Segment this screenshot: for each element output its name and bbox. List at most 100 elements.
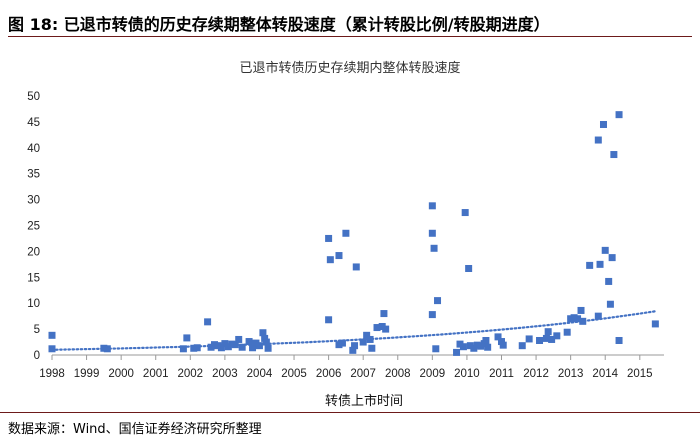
y-tick-label: 20 [27,246,40,258]
data-point [574,315,582,323]
data-point [368,344,376,352]
data-point [586,261,594,269]
y-tick-label: 45 [27,117,40,129]
x-tick-label: 2015 [627,368,653,380]
data-point [544,328,552,336]
data-point [349,346,357,354]
y-tick-label: 5 [34,324,40,336]
data-point [179,345,187,353]
data-point [380,310,388,318]
data-point [430,244,438,252]
x-tick-label: 1998 [39,368,65,380]
data-point [494,333,502,341]
x-axis-tick-labels: 1998 1999 2000 2001 2002 2003 2004 2005 2006 2007… [39,368,652,380]
y-tick-label: 0 [34,350,40,362]
data-point [615,111,623,119]
source-note: 数据来源：Wind、国信证券经济研究所整理 [8,422,262,437]
data-point [497,338,505,346]
data-point [434,297,442,305]
data-point [249,344,257,352]
data-point [342,229,350,237]
x-tick-label: 2012 [523,368,549,380]
figure-heading: 图 18: 已退市转债的历史存续期整体转股速度（累计转股比例/转股期进度） [8,6,692,37]
data-point [217,344,225,352]
data-point [235,335,243,343]
data-point [325,316,333,324]
data-point [335,252,343,260]
data-point [48,331,56,339]
data-point [428,229,436,237]
data-point [608,254,616,262]
y-tick-label: 10 [27,298,40,310]
data-point [594,136,602,144]
data-point [264,344,272,352]
y-tick-label: 40 [27,143,40,155]
data-point [459,343,467,351]
x-tick-label: 2011 [489,368,514,380]
figure-heading-text: 图 18: 已退市转债的历史存续期整体转股速度（累计转股比例/转股期进度） [8,15,550,34]
data-point [579,317,587,325]
data-point [518,342,526,350]
data-point [262,338,270,346]
data-point [610,151,618,159]
x-tick-label: 2001 [143,368,169,380]
y-tick-label: 50 [27,91,40,103]
data-point [48,345,56,353]
x-tick-label: 2004 [247,368,273,380]
data-point [577,306,585,314]
data-point [373,324,381,332]
data-point [231,341,239,349]
trendline [50,309,659,351]
data-point [536,336,544,344]
data-point [465,264,473,272]
x-tick-label: 2003 [212,368,238,380]
data-point [238,343,246,351]
x-tick-label: 2008 [385,368,411,380]
data-point [605,277,613,285]
data-point [193,344,201,352]
data-point [382,325,390,333]
x-tick-label: 2013 [558,368,584,380]
data-point [563,328,571,336]
data-point [245,338,253,346]
data-point [594,312,602,320]
data-point [366,335,374,343]
data-point [615,336,623,344]
data-point [428,311,436,319]
x-tick-label: 2009 [420,368,446,380]
y-axis-tick-labels: 0 5 10 15 20 25 30 35 40 45 50 [27,91,40,362]
y-tick-label: 30 [27,195,40,207]
x-tick-label: 2014 [592,368,618,380]
data-point [363,331,371,339]
data-point [351,342,359,350]
x-tick-label: 2005 [281,368,307,380]
data-point [103,345,111,353]
data-point [499,341,507,349]
data-point [432,345,440,353]
data-point [259,329,267,337]
data-point [542,334,550,342]
data-point [183,334,191,342]
data-point [359,338,367,346]
data-point [461,209,469,217]
x-tick-label: 2002 [178,368,204,380]
x-axis-tick-marks [51,355,641,360]
data-point [599,120,607,128]
data-point [651,320,659,328]
x-tick-label: 2010 [454,368,480,380]
y-tick-label: 25 [27,221,40,233]
data-point [326,256,334,264]
data-point [255,342,263,350]
data-points [48,111,659,356]
chart-title: 已退市转债历史存续期内整体转股速度 [239,60,460,76]
data-point [525,335,533,343]
data-point [553,332,561,340]
data-point [261,334,269,342]
x-tick-label: 2007 [350,368,376,380]
y-tick-label: 35 [27,169,40,181]
data-point [606,300,614,308]
data-point [596,260,604,268]
data-point [482,336,490,344]
data-point [601,246,609,254]
